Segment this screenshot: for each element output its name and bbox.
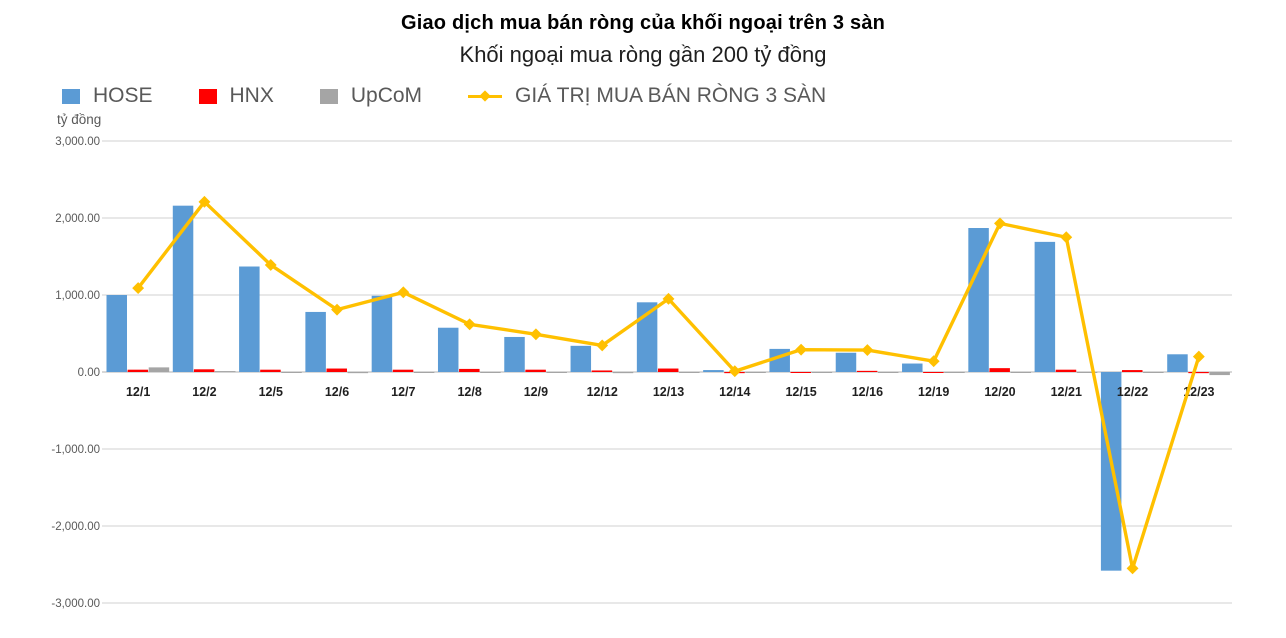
svg-text:12/5: 12/5: [259, 385, 283, 399]
svg-text:12/13: 12/13: [653, 385, 684, 399]
svg-text:12/8: 12/8: [457, 385, 481, 399]
svg-text:1,000.00: 1,000.00: [55, 290, 100, 302]
page-subtitle: Khối ngoại mua ròng gần 200 tỷ đồng: [459, 42, 827, 67]
svg-text:12/21: 12/21: [1051, 385, 1082, 399]
svg-text:12/12: 12/12: [587, 385, 618, 399]
legend-label-hose: HOSE: [93, 84, 153, 107]
page-title: Giao dịch mua bán ròng của khối ngoại tr…: [400, 12, 886, 34]
svg-text:12/1: 12/1: [126, 385, 150, 399]
legend-label-upcom: UpCoM: [350, 84, 423, 107]
svg-text:12/2: 12/2: [192, 385, 216, 399]
legend-item-hose: HOSE: [62, 84, 153, 108]
line-series-icon: [468, 90, 503, 102]
svg-text:12/6: 12/6: [325, 385, 349, 399]
svg-text:-1,000.00: -1,000.00: [51, 444, 100, 456]
svg-text:12/15: 12/15: [785, 385, 816, 399]
hnx-swatch-icon: [198, 88, 217, 104]
svg-text:12/7: 12/7: [391, 385, 415, 399]
y-axis-unit-label: tỷ đồng: [57, 112, 102, 127]
svg-text:0.00: 0.00: [78, 367, 100, 379]
svg-text:12/19: 12/19: [918, 385, 949, 399]
svg-text:-3,000.00: -3,000.00: [51, 598, 100, 610]
legend-item-upcom: UpCoM: [319, 84, 423, 108]
svg-text:2,000.00: 2,000.00: [55, 213, 100, 225]
svg-text:-2,000.00: -2,000.00: [51, 521, 100, 533]
upcom-swatch-icon: [319, 88, 338, 104]
svg-text:3,000.00: 3,000.00: [55, 136, 100, 148]
svg-text:12/16: 12/16: [852, 385, 883, 399]
svg-text:12/9: 12/9: [524, 385, 548, 399]
hose-swatch-icon: [62, 88, 80, 104]
svg-text:12/22: 12/22: [1117, 385, 1148, 399]
svg-text:12/23: 12/23: [1183, 385, 1214, 399]
legend-label-hnx: HNX: [229, 84, 274, 107]
svg-text:12/20: 12/20: [984, 385, 1015, 399]
chart-legend: HOSE HNX UpCoM GIÁ TRỊ MUA BÁN RÒNG 3 SÀ…: [62, 84, 826, 108]
legend-item-net-value-line: GIÁ TRỊ MUA BÁN RÒNG 3 SÀN: [468, 84, 826, 108]
legend-label-net-value: GIÁ TRỊ MUA BÁN RÒNG 3 SÀN: [515, 84, 827, 107]
svg-text:12/14: 12/14: [719, 385, 750, 399]
legend-item-hnx: HNX: [198, 84, 274, 108]
